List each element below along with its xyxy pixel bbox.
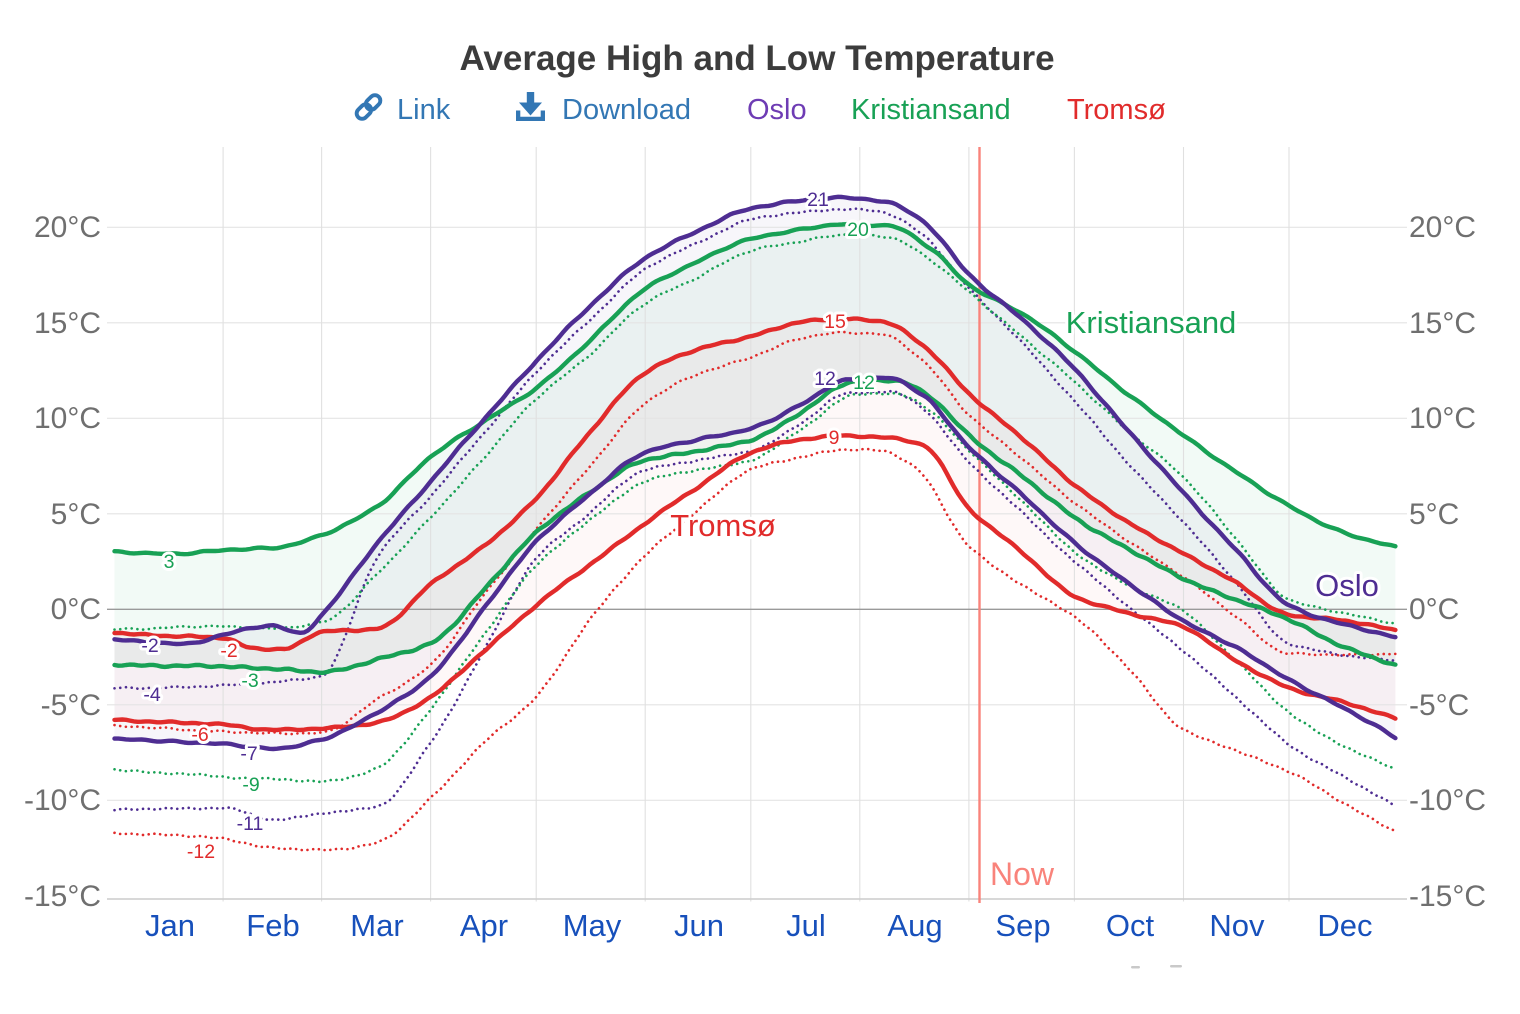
svg-text:Jun: Jun	[674, 908, 724, 943]
svg-text:-10°C: -10°C	[24, 784, 101, 817]
svg-text:Nov: Nov	[1209, 908, 1265, 943]
svg-text:-12: -12	[187, 841, 215, 863]
svg-text:Average High and Low Temperatu: Average High and Low Temperature	[459, 39, 1054, 78]
svg-text:Kristiansand: Kristiansand	[851, 94, 1011, 126]
svg-text:5°C: 5°C	[51, 498, 101, 531]
svg-text:Mar: Mar	[350, 908, 403, 943]
svg-text:20: 20	[847, 219, 869, 241]
svg-text:20°C: 20°C	[1409, 211, 1476, 244]
svg-text:-5°C: -5°C	[1409, 689, 1469, 722]
svg-text:-15°C: -15°C	[24, 880, 101, 913]
svg-text:Jan: Jan	[145, 908, 195, 943]
svg-text:Aug: Aug	[887, 908, 942, 943]
svg-text:-10°C: -10°C	[1409, 784, 1486, 817]
svg-text:20°C: 20°C	[34, 211, 101, 244]
svg-text:Feb: Feb	[246, 908, 299, 943]
svg-text:15°C: 15°C	[1409, 307, 1476, 340]
svg-text:-4: -4	[143, 684, 160, 706]
svg-text:0°C: 0°C	[51, 593, 101, 626]
svg-text:-9: -9	[242, 774, 259, 796]
svg-text:May: May	[563, 908, 622, 943]
svg-text:10°C: 10°C	[1409, 402, 1476, 435]
svg-text:Tromsø: Tromsø	[1067, 94, 1166, 126]
svg-text:Now: Now	[990, 856, 1055, 892]
svg-text:-5°C: -5°C	[41, 689, 101, 722]
svg-text:Link: Link	[397, 94, 451, 126]
svg-text:Dec: Dec	[1317, 908, 1372, 943]
svg-text:-3: -3	[241, 670, 258, 692]
svg-text:-2: -2	[141, 635, 158, 657]
svg-text:-6: -6	[191, 724, 208, 746]
svg-text:Tromsø: Tromsø	[670, 508, 776, 543]
svg-text:-7: -7	[240, 743, 257, 765]
svg-text:10°C: 10°C	[34, 402, 101, 435]
svg-text:5°C: 5°C	[1409, 498, 1459, 531]
svg-text:Oslo: Oslo	[747, 94, 807, 126]
svg-text:Sep: Sep	[995, 908, 1050, 943]
svg-text:12: 12	[853, 372, 875, 394]
svg-text:Oslo: Oslo	[1315, 568, 1379, 603]
svg-text:Oct: Oct	[1106, 908, 1155, 943]
svg-text:Kristiansand: Kristiansand	[1066, 305, 1237, 340]
svg-text:12: 12	[814, 368, 836, 390]
svg-text:15°C: 15°C	[34, 307, 101, 340]
svg-text:-11: -11	[237, 813, 264, 835]
svg-text:Jul: Jul	[786, 908, 826, 943]
svg-text:9: 9	[829, 427, 840, 449]
svg-text:3: 3	[164, 551, 175, 573]
svg-text:Download: Download	[562, 94, 691, 126]
svg-text:15: 15	[824, 311, 846, 333]
svg-text:0°C: 0°C	[1409, 593, 1459, 626]
svg-text:-15°C: -15°C	[1409, 880, 1486, 913]
svg-text:21: 21	[807, 189, 829, 211]
svg-text:Apr: Apr	[460, 908, 508, 943]
svg-text:-2: -2	[220, 640, 237, 662]
